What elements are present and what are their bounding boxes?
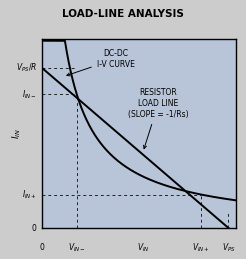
Text: $V_{IN}$: $V_{IN}$ (137, 241, 149, 254)
Text: $0$: $0$ (39, 241, 45, 252)
Text: $V_{PS}$: $V_{PS}$ (222, 241, 235, 254)
Text: $I_{IN-}$: $I_{IN-}$ (22, 88, 37, 101)
Text: LOAD-LINE ANALYSIS: LOAD-LINE ANALYSIS (62, 9, 184, 19)
Text: $V_{IN+}$: $V_{IN+}$ (192, 241, 210, 254)
Text: RESISTOR
LOAD LINE
(SLOPE = -1/Rs): RESISTOR LOAD LINE (SLOPE = -1/Rs) (128, 88, 189, 149)
Text: $V_{IN-}$: $V_{IN-}$ (68, 241, 86, 254)
Text: $I_{IN}$: $I_{IN}$ (10, 128, 23, 139)
Text: $0$: $0$ (31, 222, 37, 233)
Text: DC-DC
I-V CURVE: DC-DC I-V CURVE (67, 49, 135, 76)
Text: $I_{IN+}$: $I_{IN+}$ (22, 188, 37, 201)
Text: $V_{PS}/R$: $V_{PS}/R$ (16, 62, 37, 74)
